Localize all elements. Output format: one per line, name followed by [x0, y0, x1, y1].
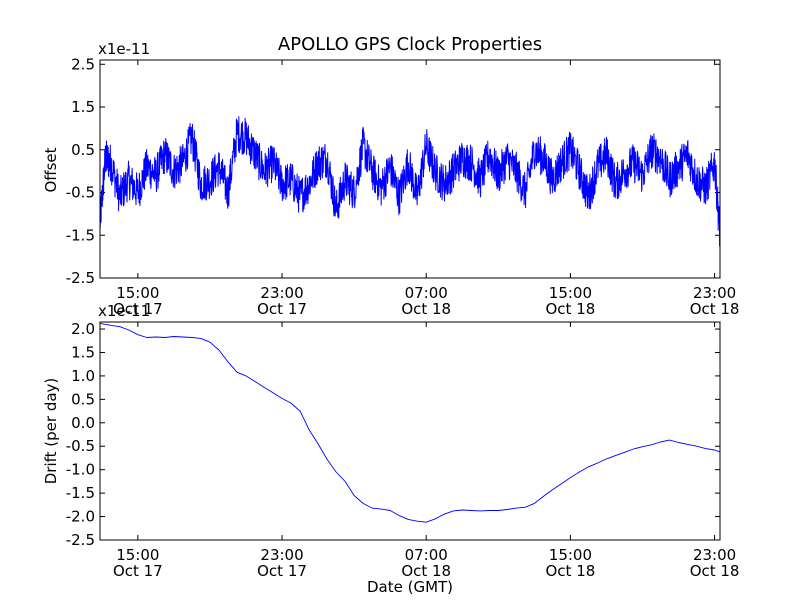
- drift-axis-ticks: -2.5 -2.0 -1.5 -1.0 -0.5 0.0 0.5 1.0 1.5 2.0 15:00…: [66, 320, 740, 580]
- drift-x-tick-time: 15:00: [116, 546, 159, 564]
- offset-x-tick-date: Oct 17: [257, 300, 307, 318]
- drift-panel: x1e-11 Drift (per day) -2.5-2.0-1.5-1.0-…: [42, 302, 739, 580]
- offset-y-axis-label: Offset: [42, 147, 60, 192]
- offset-y-multiplier: x1e-11: [98, 40, 150, 58]
- drift-series: [99, 322, 721, 523]
- drift-plot-frame: [99, 321, 721, 541]
- drift-y-tick-label: -1.0: [66, 461, 95, 479]
- offset-x-tick-date: Oct 18: [546, 300, 596, 318]
- offset-series: [99, 116, 721, 247]
- offset-x-tick-time: 23:00: [260, 284, 303, 302]
- drift-y-tick-label: -0.5: [66, 437, 95, 455]
- drift-x-tick-time: 23:00: [693, 546, 736, 564]
- drift-x-tick-date: Oct 18: [690, 562, 740, 580]
- drift-x-tick-date: Oct 18: [401, 562, 451, 580]
- drift-x-tick-date: Oct 17: [257, 562, 307, 580]
- offset-x-tick-date: Oct 18: [690, 300, 740, 318]
- offset-y-tick-label: 2.5: [71, 55, 95, 73]
- offset-x-tick-time: 23:00: [693, 284, 736, 302]
- offset-y-tick-label: 0.5: [71, 141, 95, 159]
- offset-x-tick-date: Oct 18: [401, 300, 451, 318]
- offset-y-tick-label: -0.5: [66, 184, 95, 202]
- drift-y-tick-label: -2.0: [66, 508, 95, 526]
- offset-y-tick-label: -1.5: [66, 226, 95, 244]
- drift-x-tick-time: 23:00: [260, 546, 303, 564]
- figure-title: APOLLO GPS Clock Properties: [278, 34, 542, 55]
- drift-y-multiplier: x1e-11: [98, 302, 150, 320]
- drift-y-tick-label: 2.0: [71, 320, 95, 338]
- drift-y-tick-label: -2.5: [66, 531, 95, 549]
- offset-y-tick-label: -2.5: [66, 269, 95, 287]
- drift-y-tick-label: 1.0: [71, 367, 95, 385]
- drift-x-tick-time: 07:00: [405, 546, 448, 564]
- drift-x-tick-date: Oct 17: [113, 562, 163, 580]
- offset-y-tick-label: 1.5: [71, 98, 95, 116]
- drift-y-tick-label: 1.5: [71, 343, 95, 361]
- offset-x-tick-time: 15:00: [116, 284, 159, 302]
- drift-y-tick-label: 0.0: [71, 414, 95, 432]
- offset-x-tick-time: 07:00: [405, 284, 448, 302]
- drift-y-tick-label: 0.5: [71, 390, 95, 408]
- drift-series-line: [99, 322, 721, 523]
- offset-x-tick-date: Oct 17: [113, 300, 163, 318]
- offset-plot-frame: [99, 59, 721, 279]
- offset-x-tick-time: 15:00: [549, 284, 592, 302]
- x-axis-label: Date (GMT): [367, 578, 453, 596]
- offset-series-line: [99, 116, 721, 247]
- drift-y-axis-label: Drift (per day): [42, 378, 60, 485]
- drift-x-tick-date: Oct 18: [546, 562, 596, 580]
- drift-x-tick-time: 15:00: [549, 546, 592, 564]
- drift-y-tick-label: -1.5: [66, 484, 95, 502]
- offset-panel: x1e-11 Offset -2.5 -1.5 -0.5 0.5 1.5 2.5 15:00…: [42, 40, 739, 318]
